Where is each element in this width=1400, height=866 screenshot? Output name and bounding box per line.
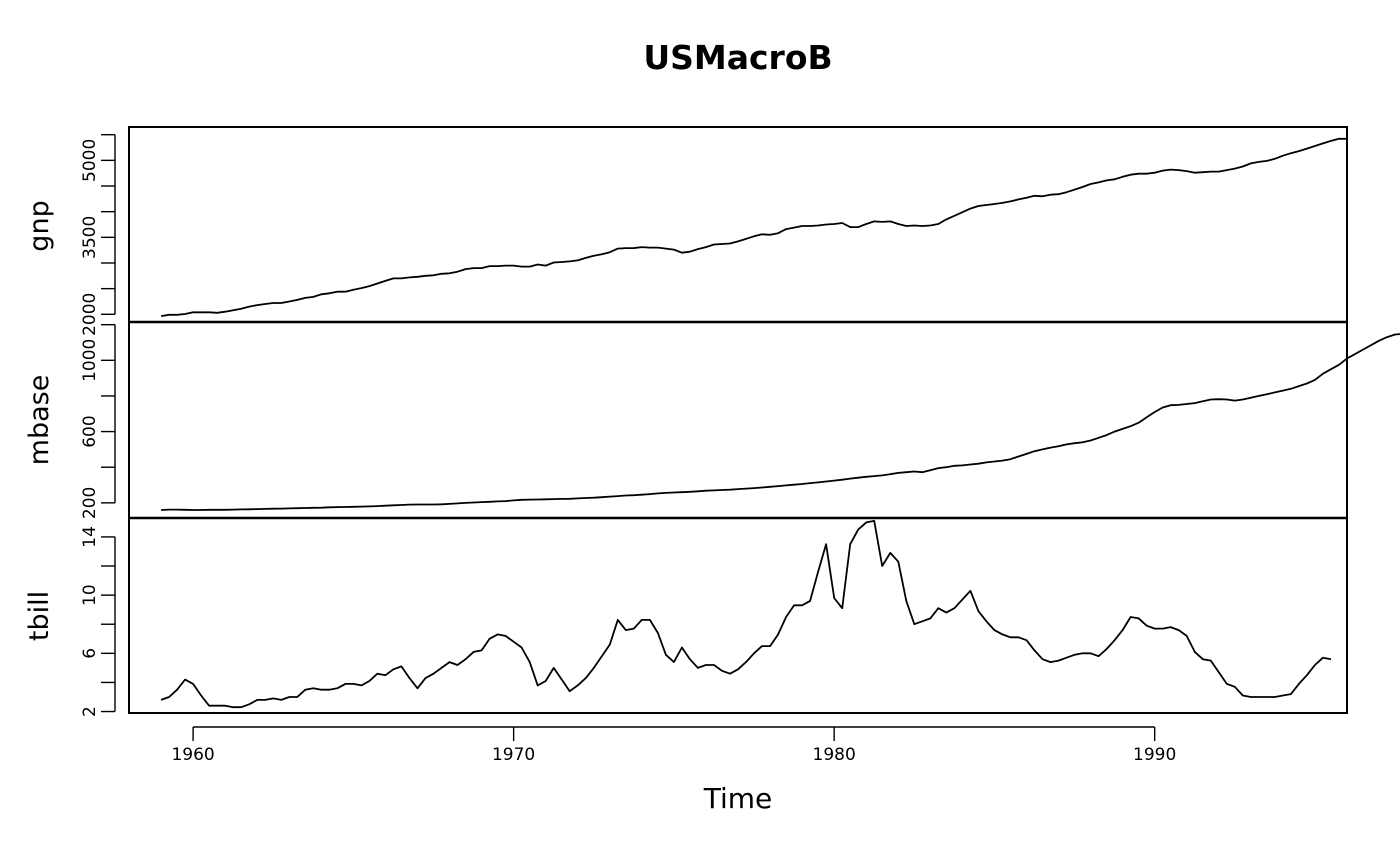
x-tick-label: 1990: [1133, 745, 1176, 765]
y-tick-label-tbill: 14: [80, 526, 100, 548]
x-axis-label: Time: [703, 782, 773, 815]
series-line-gnp: [160, 137, 1347, 317]
panel-tbill: tbill 2 6 10 14: [24, 520, 1332, 717]
plot-frame: [128, 126, 1348, 714]
x-tick-label: 1960: [171, 745, 214, 765]
series-line-tbill: [160, 520, 1332, 709]
y-tick-label-tbill: 6: [80, 648, 100, 659]
series-line-mbase: [161, 333, 1400, 511]
x-axis: 1960 1970 1980 1990: [171, 726, 1176, 765]
y-tick-label-tbill: 2: [80, 706, 100, 717]
panel-mbase: mbase 200 600 1000: [24, 323, 1400, 519]
panel-label-gnp: gnp: [24, 200, 55, 251]
y-tick-label-gnp: 2000: [80, 293, 100, 336]
y-tick-label-mbase: 200: [80, 487, 100, 519]
panel-label-tbill: tbill: [24, 591, 55, 641]
panel-label-mbase: mbase: [24, 375, 55, 466]
y-tick-label-gnp: 5000: [80, 139, 100, 182]
y-tick-label-gnp: 3500: [80, 216, 100, 259]
chart-title: USMacroB: [643, 38, 832, 77]
x-tick-label: 1970: [492, 745, 535, 765]
panel-gnp: gnp 2000 3500 5000: [24, 133, 1347, 336]
y-tick-label-tbill: 10: [80, 584, 100, 606]
x-tick-label: 1980: [813, 745, 856, 765]
y-tick-label-mbase: 600: [80, 415, 100, 447]
y-tick-label-mbase: 1000: [80, 339, 100, 382]
